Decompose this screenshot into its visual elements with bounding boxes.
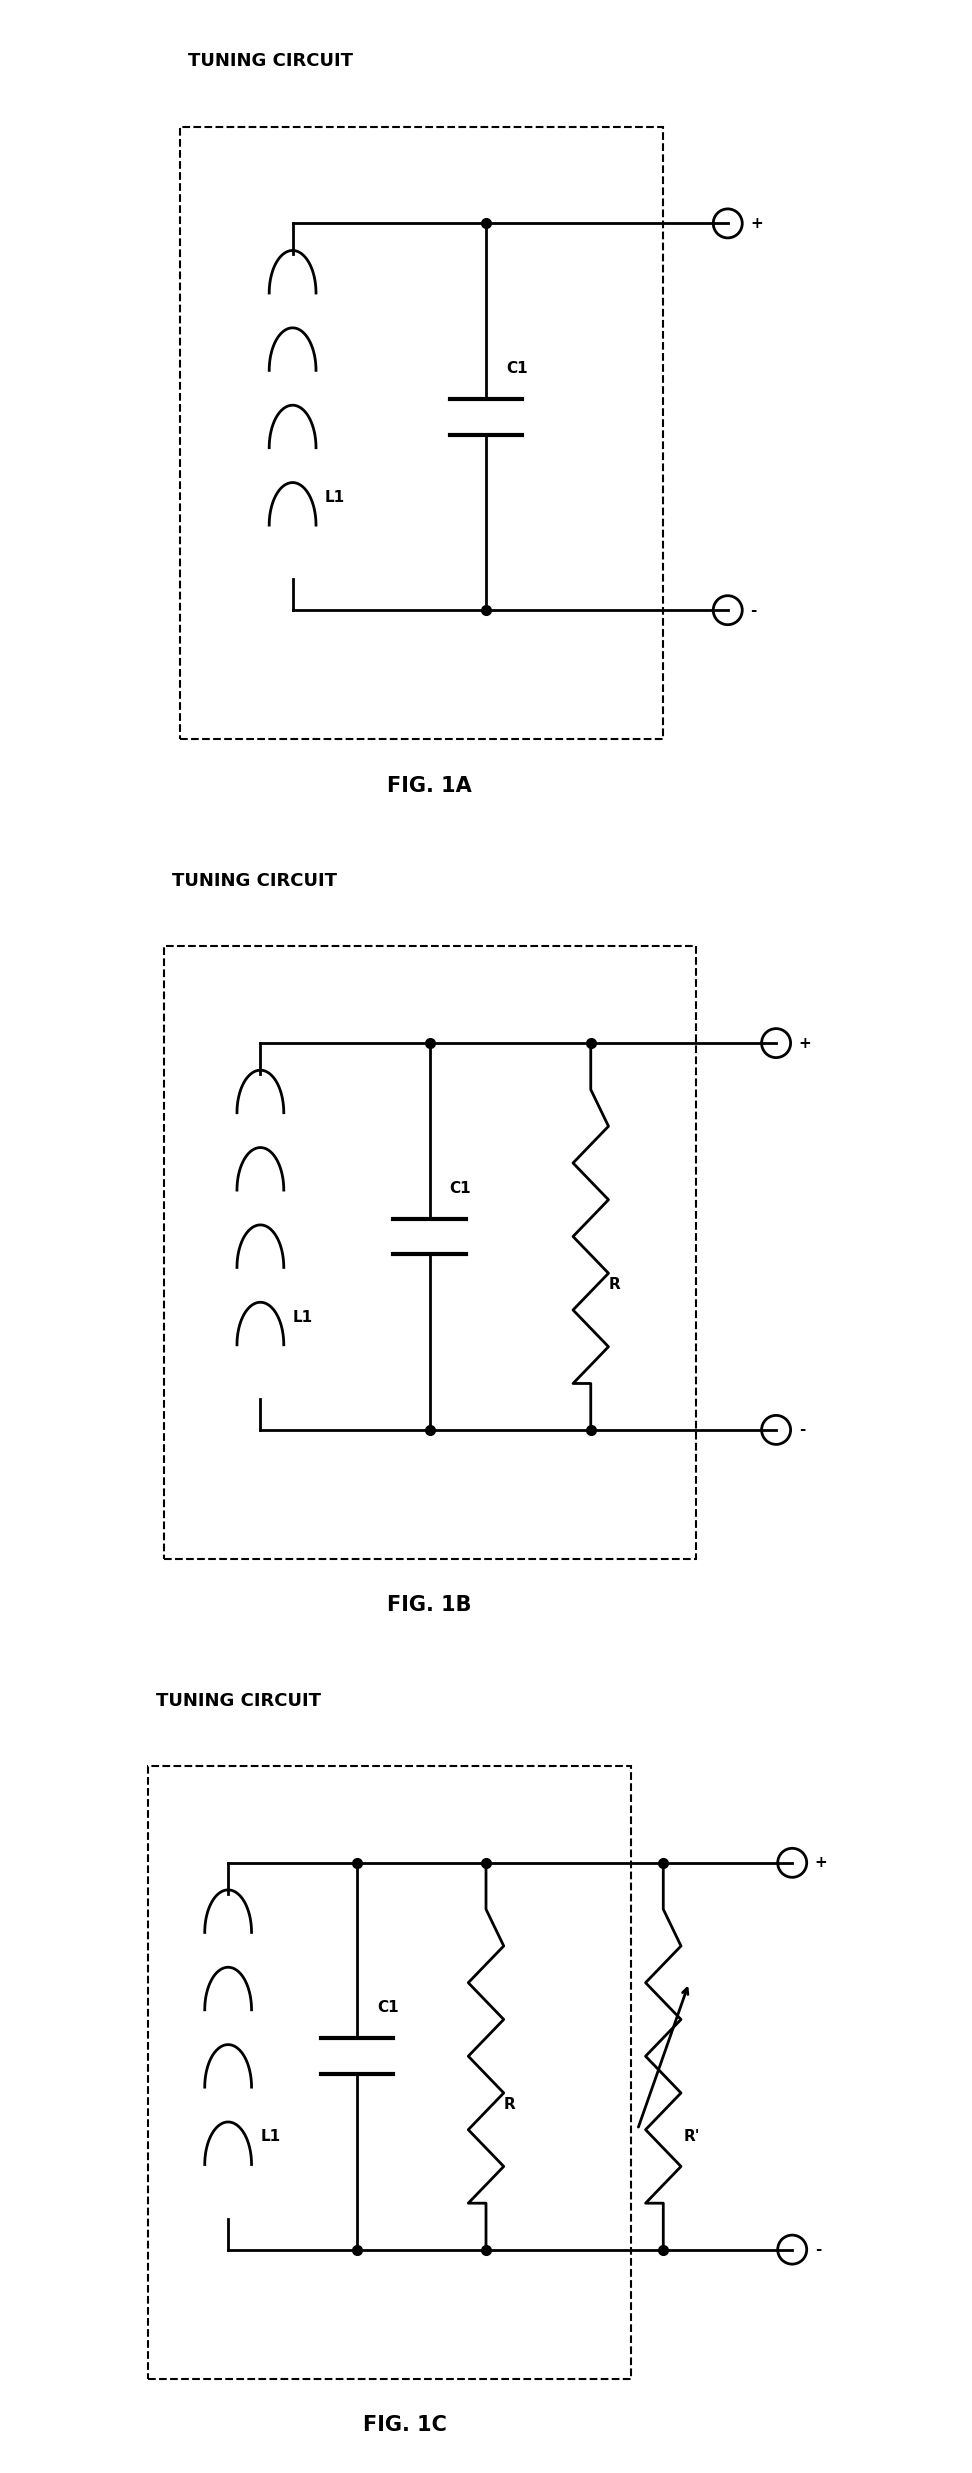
Bar (180, 126, 663, 739)
Text: C1: C1 (506, 361, 528, 376)
Text: FIG. 1C: FIG. 1C (364, 2416, 447, 2436)
Bar (148, 1766, 631, 2379)
Text: L1: L1 (293, 1311, 313, 1326)
Text: L1: L1 (325, 490, 345, 504)
Text: -: - (750, 603, 756, 618)
Text: R': R' (683, 2129, 700, 2144)
Text: C1: C1 (450, 1180, 471, 1194)
Text: +: + (799, 1036, 812, 1051)
Text: TUNING CIRCUIT: TUNING CIRCUIT (172, 873, 336, 890)
Text: +: + (750, 215, 763, 230)
Text: -: - (799, 1422, 805, 1437)
Text: TUNING CIRCUIT: TUNING CIRCUIT (156, 1692, 321, 1709)
Text: FIG. 1B: FIG. 1B (388, 1595, 471, 1615)
Text: L1: L1 (260, 2129, 281, 2144)
Text: TUNING CIRCUIT: TUNING CIRCUIT (188, 52, 353, 69)
Text: -: - (815, 2243, 821, 2258)
Bar (163, 947, 696, 1558)
Text: FIG. 1A: FIG. 1A (387, 777, 472, 796)
Text: R: R (608, 1279, 620, 1293)
Text: +: + (815, 1855, 827, 1870)
Text: C1: C1 (377, 2001, 399, 2015)
Text: R: R (503, 2097, 515, 2112)
